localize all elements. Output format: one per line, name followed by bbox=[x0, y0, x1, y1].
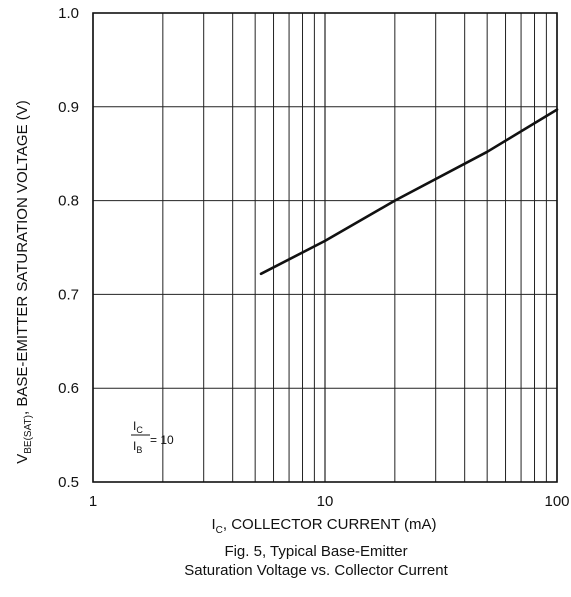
x-tick-label: 100 bbox=[544, 493, 569, 510]
annotation-value: = 10 bbox=[150, 433, 174, 447]
data-series bbox=[259, 108, 559, 276]
x-axis-label: IC, COLLECTOR CURRENT (mA) bbox=[211, 516, 436, 536]
figure-caption-line-2: Saturation Voltage vs. Collector Current bbox=[184, 562, 448, 579]
y-tick-label: 0.6 bbox=[58, 380, 79, 397]
x-tick-label: 10 bbox=[317, 493, 334, 510]
series-line bbox=[259, 108, 559, 276]
plot-frame bbox=[92, 12, 558, 483]
figure-caption-line-1: Fig. 5, Typical Base-Emitter bbox=[224, 543, 407, 560]
y-tick-label: 0.9 bbox=[58, 99, 79, 116]
y-tick-label: 0.5 bbox=[58, 474, 79, 491]
x-tick-label: 1 bbox=[89, 493, 97, 510]
y-axis-label: VBE(SAT), BASE-EMITTER SATURATION VOLTAG… bbox=[14, 100, 34, 464]
ratio-annotation: IC IB = 10 bbox=[131, 419, 174, 455]
y-tick-label: 0.7 bbox=[58, 286, 79, 303]
tick-labels: 0.5 0.6 0.7 0.8 0.9 1.0 1 10 100 bbox=[58, 5, 569, 510]
annotation-numerator: IC bbox=[133, 419, 143, 435]
grid-lines bbox=[92, 12, 558, 483]
y-tick-label: 0.8 bbox=[58, 193, 79, 210]
plot-border bbox=[92, 12, 558, 483]
y-tick-label: 1.0 bbox=[58, 5, 79, 22]
annotation-denominator: IB bbox=[133, 439, 142, 455]
